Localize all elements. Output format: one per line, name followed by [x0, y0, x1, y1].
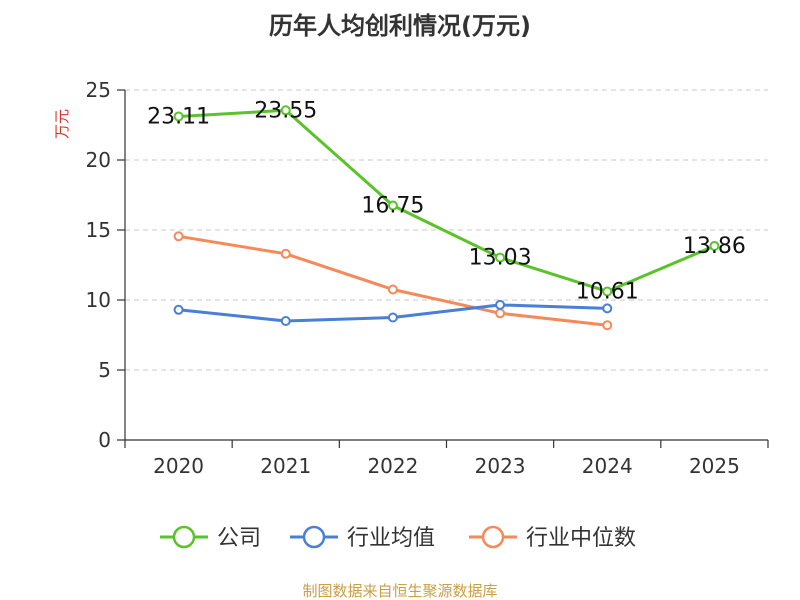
- legend-swatch-marker: [481, 525, 505, 549]
- legend-label: 行业中位数: [526, 526, 636, 551]
- x-tick-label: 2024: [582, 454, 633, 478]
- data-point-industry_median: [495, 308, 506, 319]
- data-label: 13.03: [469, 246, 532, 271]
- data-point-industry_avg: [387, 312, 398, 323]
- legend-swatch-marker: [172, 525, 196, 549]
- x-tick-label: 2021: [260, 454, 311, 478]
- data-point-company: [280, 105, 291, 116]
- data-labels: 23.11 23.55 16.75 13.03 10.61 13.86: [147, 98, 746, 304]
- data-point-industry_median: [173, 231, 184, 242]
- source-note: 制图数据来自恒生聚源数据库: [302, 582, 497, 600]
- data-point-company: [495, 252, 506, 263]
- legend-item-industry_avg: 行业均值: [290, 525, 435, 551]
- data-point-company: [173, 111, 184, 122]
- y-tick-label: 5: [98, 358, 111, 382]
- series-line-industry_median: [178, 234, 608, 327]
- data-point-company: [602, 286, 613, 297]
- data-point-industry_median: [280, 248, 291, 259]
- y-axis-unit: 万元: [53, 109, 71, 139]
- y-tick-label: 20: [86, 148, 111, 172]
- y-tick-label: 10: [86, 288, 111, 312]
- legend-item-company: 公司: [160, 525, 261, 551]
- legend-label: 行业均值: [347, 526, 435, 551]
- y-tick-label: 0: [98, 428, 111, 452]
- series-line-company: [178, 108, 716, 293]
- chart-title: 历年人均创利情况(万元): [269, 12, 531, 40]
- legend: 公司 行业均值 行业中位数: [160, 525, 636, 551]
- x-tick-label: 2025: [689, 454, 740, 478]
- legend-swatch-marker: [302, 525, 326, 549]
- data-label: 10.61: [576, 279, 639, 304]
- data-point-industry_avg: [495, 299, 506, 310]
- data-label: 23.55: [254, 98, 317, 123]
- data-point-company: [709, 240, 720, 251]
- plot-area: [173, 105, 720, 331]
- data-label: 23.11: [147, 104, 210, 129]
- data-point-industry_avg: [173, 304, 184, 315]
- legend-label: 公司: [217, 526, 261, 551]
- data-label: 13.86: [683, 234, 746, 259]
- data-point-industry_avg: [280, 316, 291, 326]
- x-tick-label: 2022: [367, 454, 418, 478]
- legend-item-industry_median: 行业中位数: [469, 525, 636, 551]
- data-point-industry_median: [387, 284, 398, 295]
- data-point-company: [387, 200, 398, 211]
- data-point-industry_median: [602, 320, 613, 331]
- data-point-industry_avg: [602, 303, 613, 314]
- y-tick-label: 15: [86, 218, 111, 242]
- grid-lines: [125, 89, 768, 371]
- x-tick-label: 2023: [475, 454, 526, 478]
- x-tick-label: 2020: [153, 454, 204, 478]
- data-label: 16.75: [361, 194, 424, 219]
- y-tick-label: 25: [86, 78, 111, 102]
